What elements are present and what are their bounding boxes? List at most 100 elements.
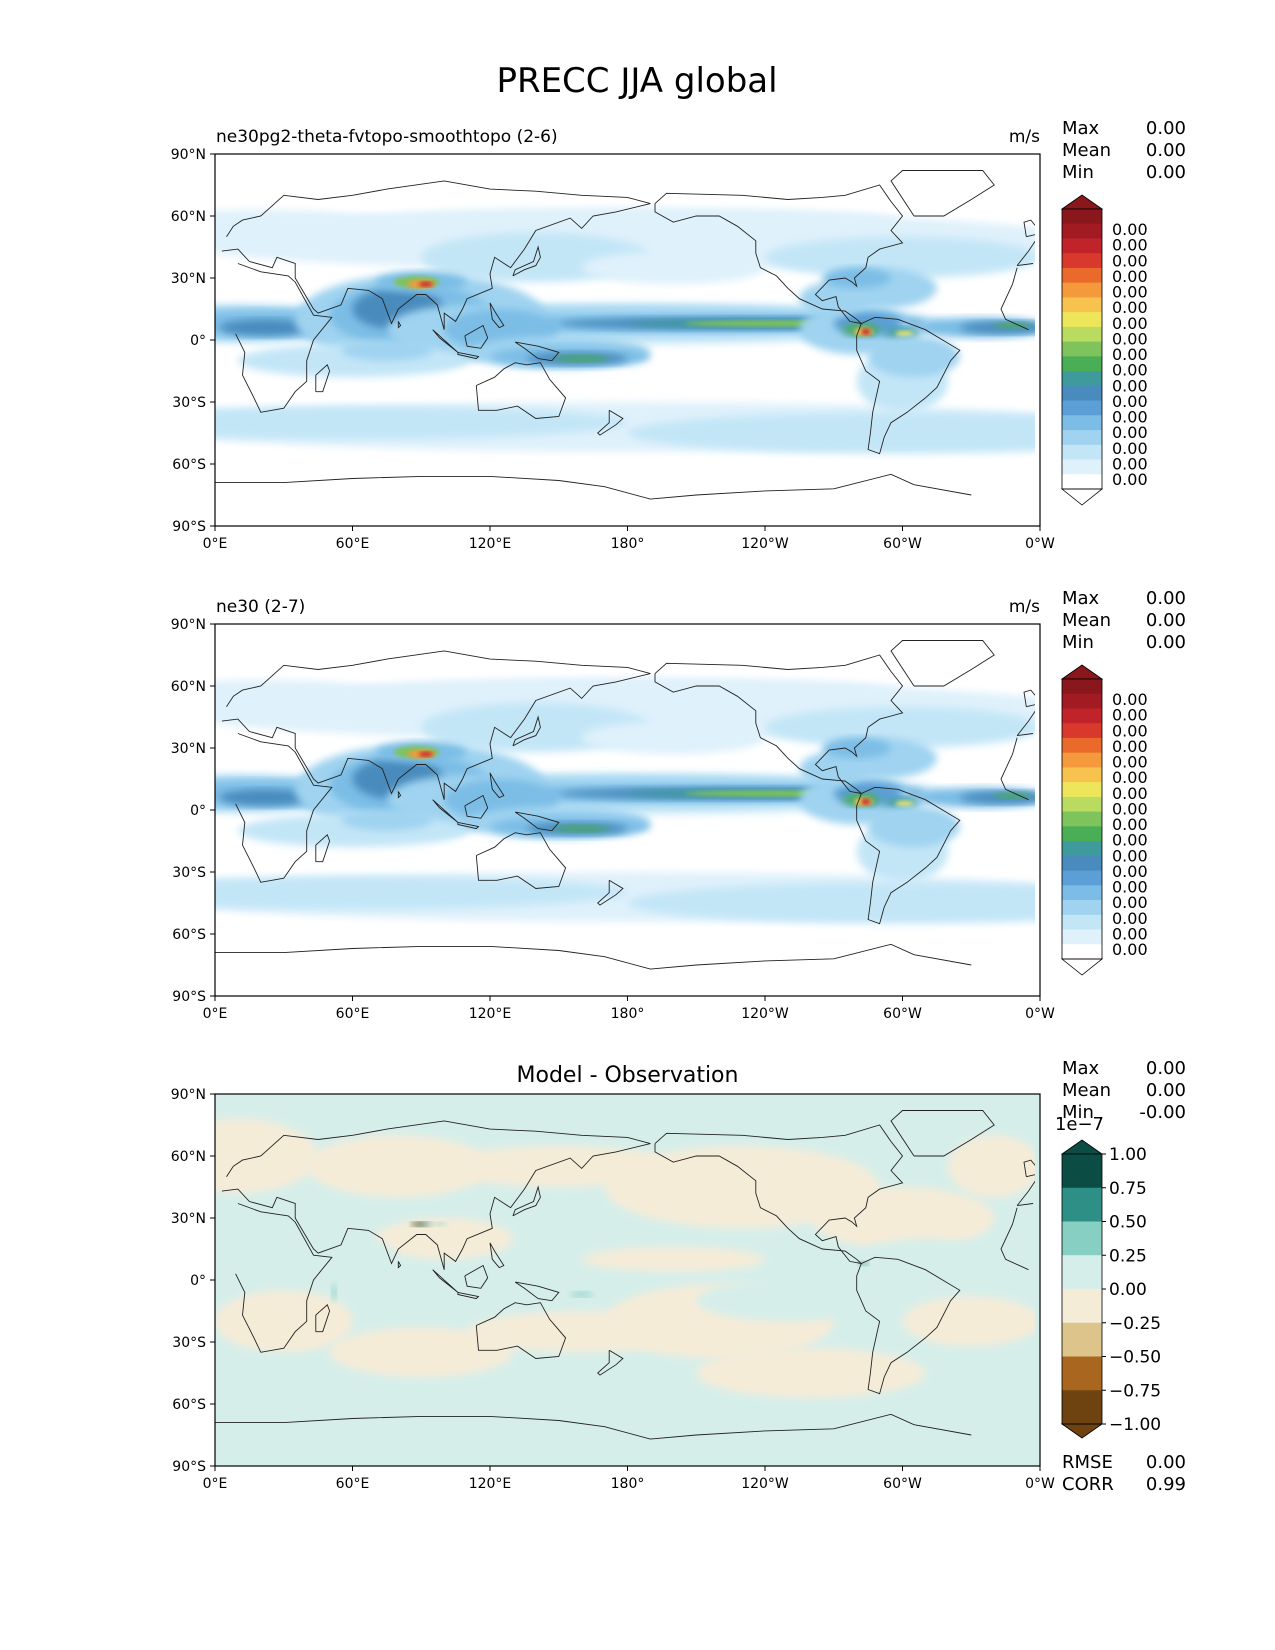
- colorbar-segment: [1062, 400, 1102, 416]
- colorbar-label: 0.00: [1112, 815, 1148, 834]
- coastline: [489, 772, 505, 799]
- contour-fill: [331, 1284, 337, 1301]
- colorbar-extend-bottom: [1060, 958, 1104, 976]
- colorbar-label: 0.00: [1112, 423, 1148, 442]
- colorbar-label: 0.00: [1112, 878, 1148, 897]
- colorbar-label: 0.00: [1112, 737, 1148, 756]
- colorbar-label: 0.00: [1112, 924, 1148, 943]
- stat-value: 0.00: [1146, 588, 1186, 609]
- contour-fill: [856, 1238, 995, 1280]
- colorbar-frame: [1061, 678, 1103, 960]
- contour-fill: [215, 876, 628, 910]
- coastline: [397, 791, 402, 799]
- contour-fill: [306, 1135, 490, 1198]
- coastlines: [215, 170, 1035, 500]
- bottom-stat-value: 0.99: [1146, 1474, 1186, 1495]
- y-tick-label: 90°N: [171, 1087, 206, 1103]
- coastline: [475, 1302, 567, 1359]
- coastline: [514, 811, 560, 832]
- stat-label: Max: [1062, 1058, 1100, 1079]
- colorbar-label: 0.00: [1112, 220, 1148, 239]
- colorbar-segment: [1062, 415, 1102, 431]
- coastline: [215, 473, 972, 500]
- contour-fill: [822, 737, 892, 759]
- colorbar-label: 0.00: [1112, 236, 1148, 255]
- x-tick-label: 60°E: [336, 1476, 370, 1492]
- colorbar-segment: [1062, 693, 1102, 709]
- colorbar-segment: [1062, 297, 1102, 313]
- contour-fill: [219, 789, 312, 806]
- coastline: [464, 1264, 489, 1289]
- map-panel-3: 0°E 60°E 120°E 180° 120°W 60°W 0°W 90°N 60°N 30°N…: [171, 1058, 1186, 1495]
- colorbar-label: 0.00: [1112, 392, 1148, 411]
- colorbar-segment: [1062, 459, 1102, 475]
- coastline: [221, 1120, 1035, 1270]
- contour-fill: [375, 1218, 513, 1260]
- colorbar-segment: [1062, 944, 1102, 960]
- coastline: [514, 1281, 560, 1302]
- contour-fill: [432, 1222, 447, 1226]
- colorbar-segment: [1062, 1322, 1102, 1357]
- coastline: [235, 1203, 1029, 1353]
- colorbar-extend-bottom: [1060, 1423, 1104, 1439]
- colorbar-segment: [1062, 1390, 1102, 1425]
- y-tick-label: 30°S: [172, 395, 206, 411]
- stat-label: Max: [1062, 118, 1100, 139]
- coastline: [215, 1413, 972, 1440]
- contour-fill: [418, 281, 433, 287]
- coastline: [654, 1124, 904, 1265]
- colorbar-segment: [1062, 209, 1102, 225]
- contour-fill: [861, 328, 871, 335]
- panel-units: m/s: [1009, 127, 1040, 147]
- bottom-stat-label: RMSE: [1062, 1452, 1113, 1473]
- coastline: [457, 821, 480, 830]
- colorbar-segment: [1062, 1255, 1102, 1290]
- colorbar-label: 0.00: [1112, 408, 1148, 427]
- colorbar-segment: [1062, 767, 1102, 783]
- colorbar-label: 0.00: [1112, 862, 1148, 881]
- contour-fill: [570, 1291, 594, 1297]
- stat-value: 0.00: [1146, 632, 1186, 653]
- contour-fill: [352, 207, 903, 233]
- colorbar-segment: [1062, 1187, 1102, 1222]
- stat-value: 0.00: [1146, 118, 1186, 139]
- coastline: [475, 832, 567, 889]
- x-tick-label: 0°W: [1025, 1006, 1055, 1022]
- coastline: [1023, 689, 1035, 708]
- map-field: [215, 170, 1035, 500]
- contour-fill: [467, 1273, 605, 1307]
- colorbar-label: −0.75: [1109, 1381, 1161, 1401]
- y-tick-label: 60°S: [172, 927, 206, 943]
- coastline: [654, 654, 904, 795]
- x-tick-label: 180°: [611, 1006, 645, 1022]
- y-tick-label: 0°: [190, 333, 206, 349]
- colorbar-segment: [1062, 1221, 1102, 1256]
- y-tick-label: 30°S: [172, 1335, 206, 1351]
- coastline: [597, 1349, 624, 1376]
- colorbar-segment: [1062, 356, 1102, 372]
- stat-value: 0.00: [1146, 140, 1186, 161]
- colorbar-segment: [1062, 253, 1102, 269]
- colorbar-offset: 1e−7: [1055, 1114, 1104, 1135]
- colorbar-label: 0.00: [1112, 784, 1148, 803]
- panel-left-title: ne30pg2-theta-fvtopo-smoothtopo (2-6): [216, 127, 558, 147]
- panel-center-title: Model - Observation: [517, 1063, 739, 1088]
- colorbar-segment: [1062, 723, 1102, 739]
- colorbar-segment: [1062, 737, 1102, 754]
- colorbar-segment: [1062, 841, 1102, 857]
- x-tick-label: 120°E: [469, 1476, 512, 1492]
- colorbar-extend-top: [1060, 664, 1104, 680]
- colorbar-frame: [1061, 208, 1103, 490]
- contour-fill: [994, 322, 1031, 329]
- stat-value: 0.00: [1146, 1058, 1186, 1079]
- map-panel-2: 0°E 60°E 120°E 180° 120°W 60°W 0°W 90°N 60°N 30°N…: [171, 588, 1186, 1022]
- coastline: [512, 715, 541, 747]
- colorbar-label: 0.00: [1112, 753, 1148, 772]
- colorbar-extend-bottom: [1060, 488, 1104, 506]
- contour-fill: [215, 209, 399, 243]
- x-tick-label: 0°E: [203, 1006, 228, 1022]
- colorbar-segment: [1062, 341, 1102, 357]
- contour-fill: [765, 706, 1035, 748]
- stat-label: Mean: [1062, 610, 1111, 631]
